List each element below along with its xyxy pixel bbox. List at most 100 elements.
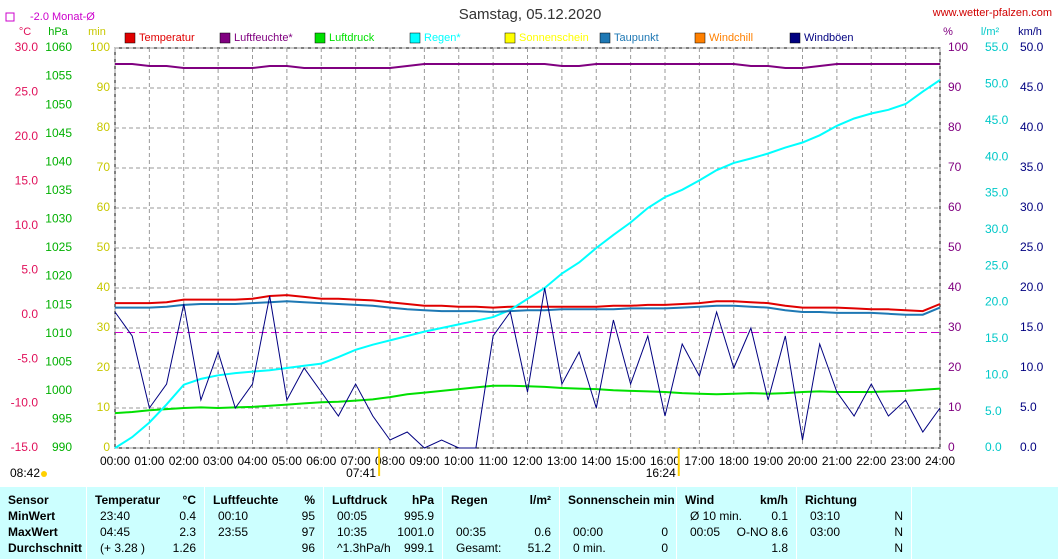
y-tick-label: 40 <box>948 280 962 294</box>
annotation: 07:41 <box>346 466 376 480</box>
legend-label: Windböen <box>804 32 854 44</box>
y-tick-label: 0.0 <box>1020 440 1037 454</box>
y-tick-label: 45.0 <box>1020 80 1044 94</box>
table-cell: ^1.3hPa/h <box>337 541 391 555</box>
legend-swatch <box>599 32 611 44</box>
y-tick-label: 100 <box>90 40 110 54</box>
legend-swatch <box>694 32 706 44</box>
x-tick-label: 23:00 <box>891 454 921 468</box>
x-tick-label: 18:00 <box>719 454 749 468</box>
table-cell: Sonnenschein min <box>568 493 675 507</box>
y-tick-label: 20.0 <box>15 129 39 143</box>
x-tick-label: 14:00 <box>581 454 611 468</box>
x-tick-label: 11:00 <box>479 454 508 468</box>
y-tick-label: 5.0 <box>21 262 38 276</box>
x-tick-label: 01:00 <box>134 454 164 468</box>
y-tick-label: 80 <box>948 120 962 134</box>
table-cell: 00:00 <box>573 525 604 539</box>
source: www.wetter-pfalzen.com <box>932 7 1052 19</box>
y-tick-label: 5.0 <box>1020 400 1037 414</box>
table-cell: 0.6 <box>534 525 551 539</box>
y-tick-label: 10.0 <box>15 218 39 232</box>
y-tick-label: 1015 <box>45 297 72 311</box>
table-cell: Luftfeuchte <box>213 493 279 507</box>
legend-swatch <box>124 32 136 44</box>
y-tick-label: 1050 <box>45 97 72 111</box>
y-tick-label: 10 <box>97 400 111 414</box>
y-tick-label: 990 <box>52 440 72 454</box>
table-cell: 03:00 <box>810 525 841 539</box>
y-tick-label: 1035 <box>45 183 72 197</box>
table-cell: Gesamt: <box>456 541 502 555</box>
table-cell: Temperatur <box>95 493 161 507</box>
legend-swatch <box>504 32 516 44</box>
y-tick-label: 1025 <box>45 240 72 254</box>
x-tick-label: 04:00 <box>237 454 267 468</box>
table-cell: l/m² <box>529 493 551 507</box>
x-tick-label: 13:00 <box>547 454 577 468</box>
x-tick-label: 20:00 <box>787 454 817 468</box>
x-tick-label: 24:00 <box>925 454 955 468</box>
y-tick-label: 50.0 <box>1020 40 1044 54</box>
y-tick-label: 35.0 <box>1020 160 1044 174</box>
y-tick-label: 0 <box>948 440 955 454</box>
table-cell: O-NO 8.6 <box>736 525 788 539</box>
table-cell: MaxWert <box>8 525 58 539</box>
table-cell: 995.9 <box>403 509 434 523</box>
y-tick-label: 20 <box>948 360 962 374</box>
table-cell: 10:35 <box>337 525 368 539</box>
x-tick-label: 15:00 <box>616 454 646 468</box>
axis-unit: % <box>943 26 953 38</box>
table-cell: km/h <box>759 493 788 507</box>
table-cell: 03:10 <box>810 509 841 523</box>
axis-unit: °C <box>19 26 31 38</box>
x-tick-label: 06:00 <box>306 454 336 468</box>
legend-swatch <box>409 32 421 44</box>
reference-swatch <box>5 12 15 22</box>
y-tick-label: 20.0 <box>1020 280 1044 294</box>
y-tick-label: 45.0 <box>985 113 1009 127</box>
y-tick-label: 90 <box>97 80 111 94</box>
y-tick-label: 25.0 <box>985 258 1009 272</box>
y-tick-label: 1040 <box>45 154 72 168</box>
y-tick-label: 30.0 <box>1020 200 1044 214</box>
table-cell: 51.2 <box>527 541 551 555</box>
y-tick-label: 15.0 <box>1020 320 1044 334</box>
table-cell: 0.1 <box>771 509 788 523</box>
y-tick-label: 60 <box>948 200 962 214</box>
table-cell: 04:45 <box>100 525 131 539</box>
x-tick-label: 21:00 <box>822 454 852 468</box>
legend-swatch <box>314 32 326 44</box>
legend-label: Windchill <box>709 32 753 44</box>
y-tick-label: 0 <box>103 440 110 454</box>
x-tick-label: 16:00 <box>650 454 680 468</box>
table-cell: 0.4 <box>179 509 196 523</box>
y-tick-label: 35.0 <box>985 186 1009 200</box>
series-line <box>115 300 941 316</box>
table-cell: 00:10 <box>218 509 249 523</box>
series-line <box>114 384 941 415</box>
x-tick-label: 22:00 <box>856 454 886 468</box>
y-tick-label: 1000 <box>45 383 72 397</box>
legend-label: Luftdruck <box>329 32 375 44</box>
summary-table: Sensor Temperatur °C Luftfeuchte% Luftdruck h… <box>0 487 1058 559</box>
x-tick-label: 02:00 <box>169 454 199 468</box>
table-cell: 1.26 <box>172 541 196 555</box>
table-cell: Durchschnitt <box>8 541 83 555</box>
y-tick-label: 90 <box>948 80 962 94</box>
x-tick-label: 19:00 <box>753 454 783 468</box>
y-tick-label: 25.0 <box>15 85 39 99</box>
legend-swatch <box>789 32 801 44</box>
table-cell: Wind <box>685 493 715 507</box>
y-tick-label: -5.0 <box>17 351 38 365</box>
y-tick-label: 10 <box>948 400 962 414</box>
table-cell: °C <box>182 493 196 507</box>
y-tick-label: 40.0 <box>1020 120 1044 134</box>
sun-note: 08:42 <box>10 466 40 480</box>
table-cell: 1.8 <box>771 541 788 555</box>
y-tick-label: 30 <box>948 320 962 334</box>
x-tick-label: 07:00 <box>341 454 371 468</box>
x-tick-label: 05:00 <box>272 454 302 468</box>
separator <box>442 487 443 559</box>
